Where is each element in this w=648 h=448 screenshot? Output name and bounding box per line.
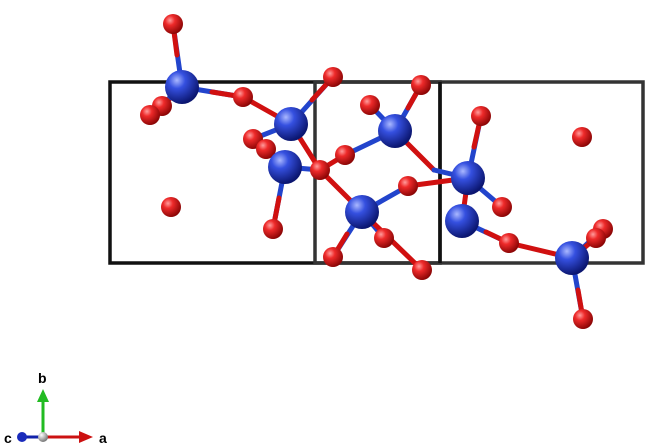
atom-oxygen[interactable] — [335, 145, 355, 165]
atom-oxygen[interactable] — [161, 197, 181, 217]
bonds — [147, 21, 606, 322]
atom-oxygen[interactable] — [310, 160, 330, 180]
atom-vanadium[interactable] — [165, 70, 199, 104]
atom-oxygen[interactable] — [411, 75, 431, 95]
atom-vanadium[interactable] — [345, 195, 379, 229]
atom-oxygen[interactable] — [471, 106, 491, 126]
atom-vanadium[interactable] — [268, 150, 302, 184]
atom-oxygen[interactable] — [398, 176, 418, 196]
axis-label-c: c — [4, 430, 12, 446]
atom-oxygen[interactable] — [572, 127, 592, 147]
atom-vanadium[interactable] — [445, 204, 479, 238]
axis-c-marker — [17, 432, 27, 442]
atom-oxygen[interactable] — [323, 247, 343, 267]
crystal-axes-icon: b a c — [4, 370, 107, 446]
atoms — [140, 14, 613, 329]
atom-oxygen[interactable] — [374, 228, 394, 248]
atom-oxygen[interactable] — [323, 67, 343, 87]
atom-vanadium[interactable] — [555, 241, 589, 275]
atom-vanadium[interactable] — [274, 107, 308, 141]
axis-b-arrowhead — [37, 389, 49, 402]
axis-label-b: b — [38, 370, 47, 386]
axis-label-a: a — [99, 430, 107, 446]
atom-oxygen[interactable] — [256, 139, 276, 159]
atom-oxygen[interactable] — [163, 14, 183, 34]
atom-oxygen[interactable] — [492, 197, 512, 217]
atom-oxygen[interactable] — [412, 260, 432, 280]
atom-oxygen[interactable] — [360, 95, 380, 115]
atom-oxygen[interactable] — [263, 219, 283, 239]
atom-oxygen[interactable] — [573, 309, 593, 329]
atom-vanadium[interactable] — [378, 114, 412, 148]
axis-origin — [38, 432, 48, 442]
atom-oxygen[interactable] — [140, 105, 160, 125]
atom-oxygen[interactable] — [499, 233, 519, 253]
atom-vanadium[interactable] — [451, 161, 485, 195]
atom-oxygen[interactable] — [233, 87, 253, 107]
axis-a-arrowhead — [79, 431, 93, 443]
atom-oxygen[interactable] — [586, 228, 606, 248]
